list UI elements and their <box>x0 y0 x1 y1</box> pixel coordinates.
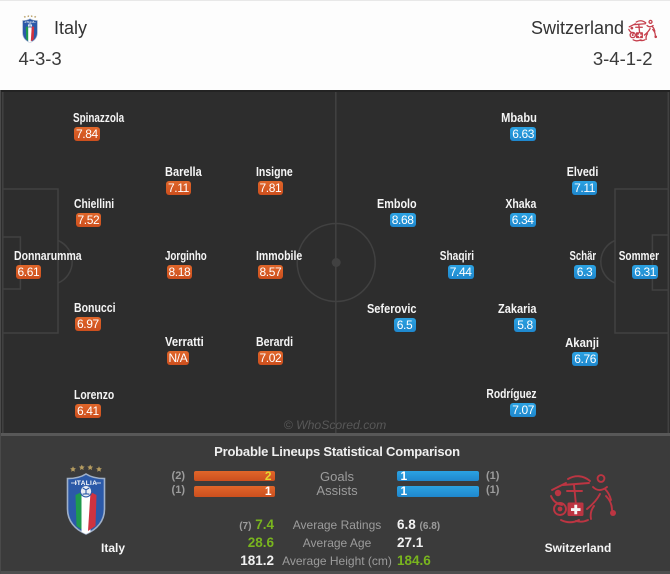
svg-text:ITALIA: ITALIA <box>75 480 98 487</box>
svg-text:ITALIA: ITALIA <box>26 21 35 24</box>
